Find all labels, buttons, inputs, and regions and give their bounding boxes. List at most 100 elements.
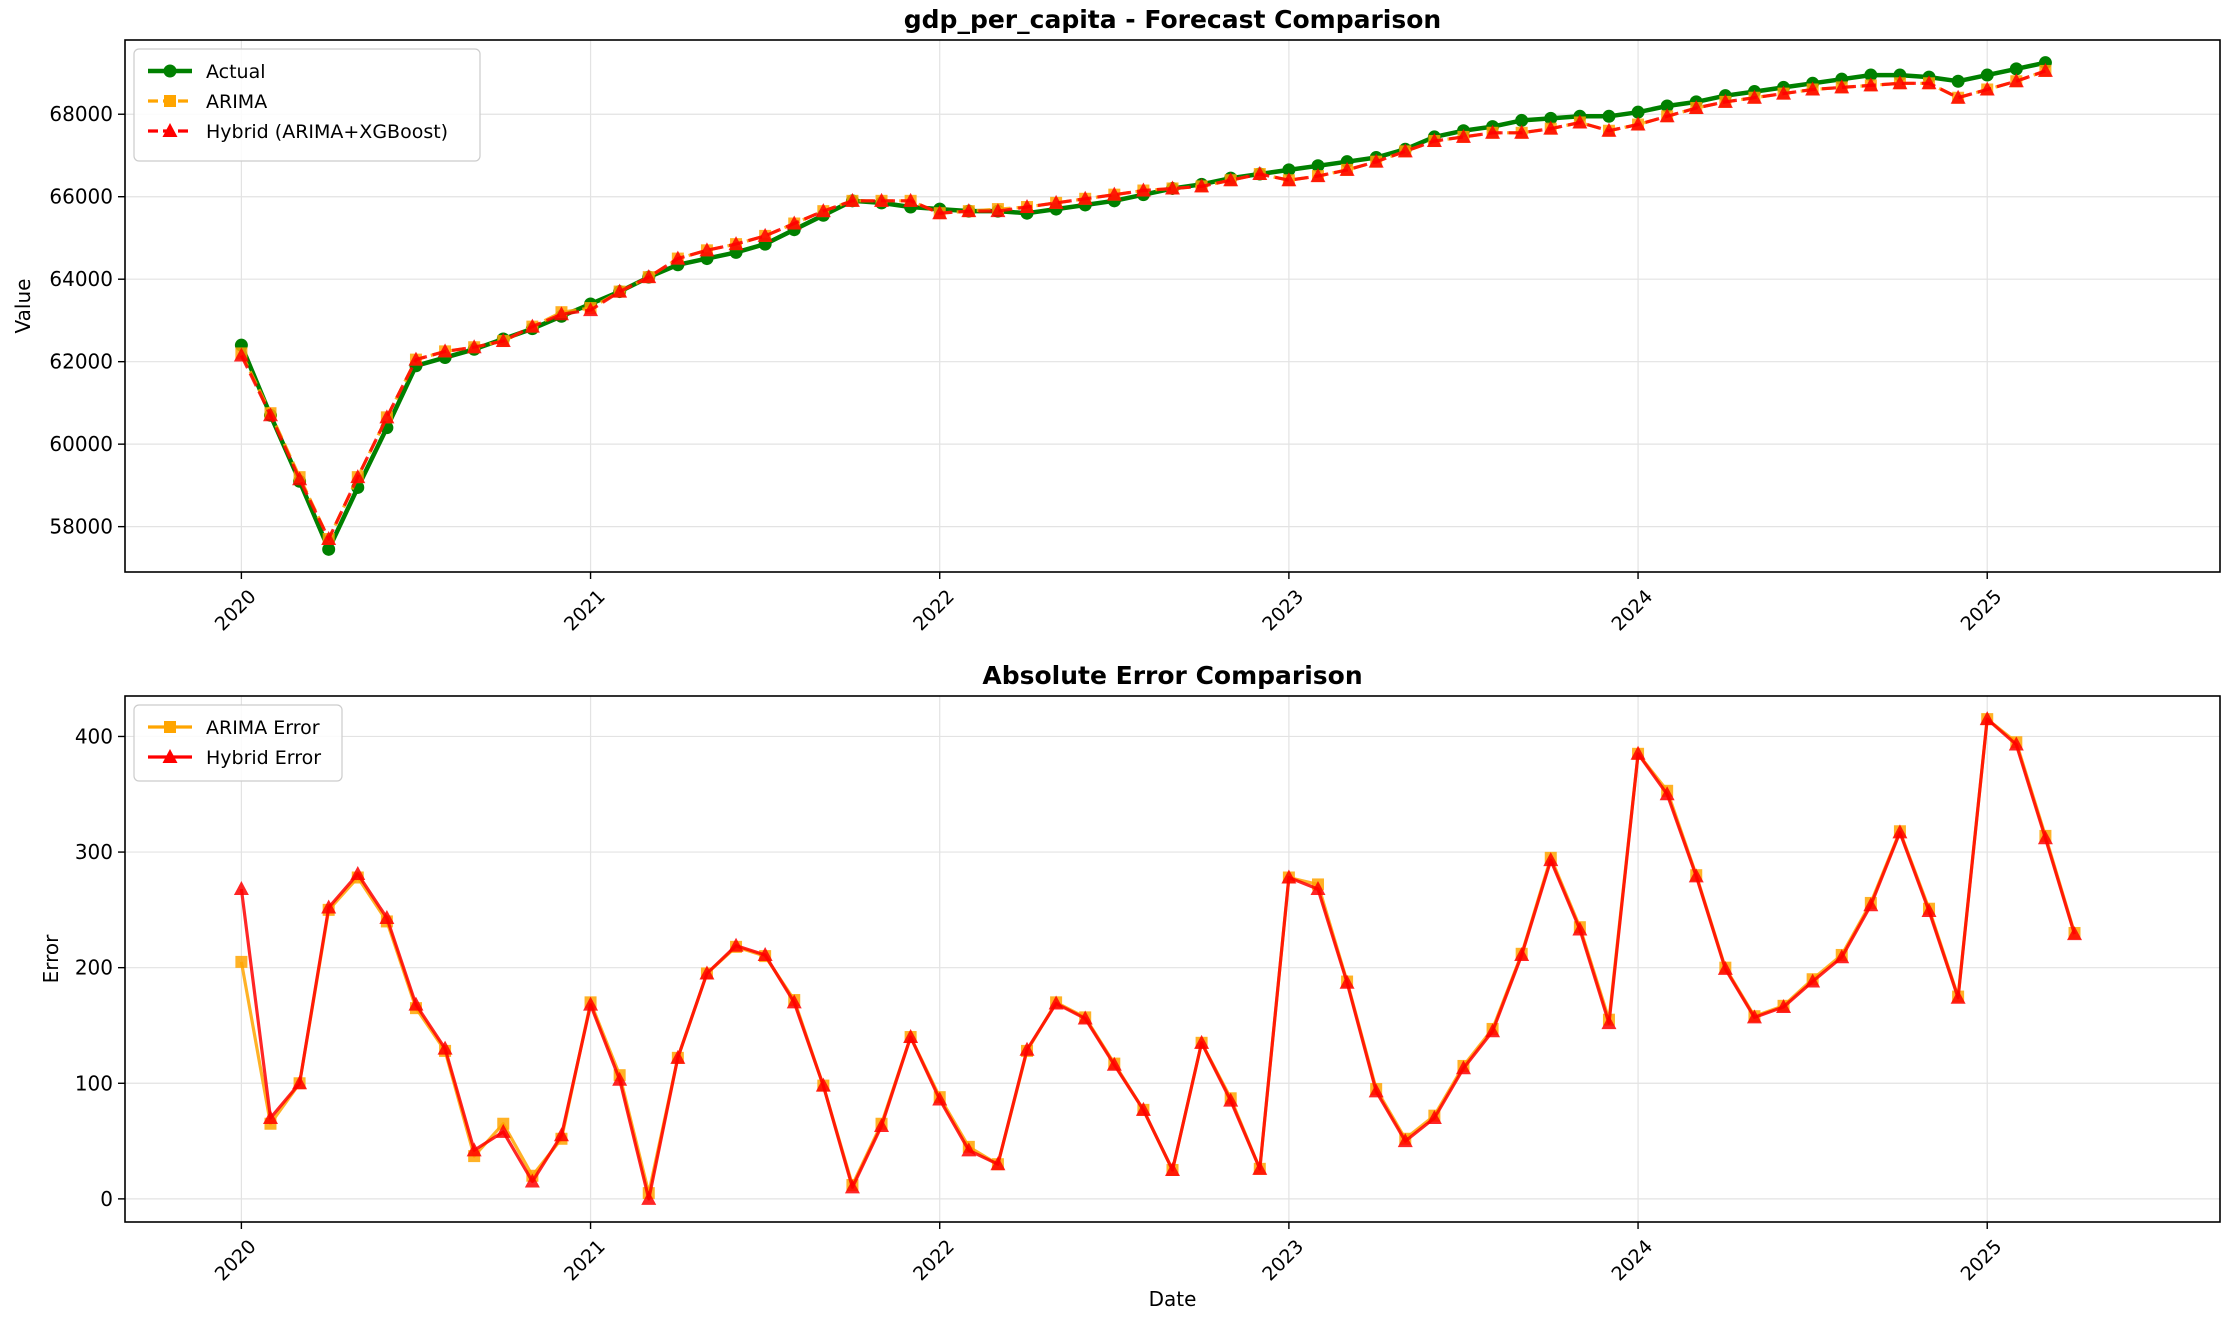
legend-marker xyxy=(162,749,178,763)
series-markers xyxy=(233,62,2053,546)
data-point xyxy=(1688,100,1704,115)
data-point xyxy=(1572,114,1588,129)
data-point xyxy=(1980,68,1994,82)
data-point xyxy=(1223,172,1239,187)
legend-entry: ARIMA xyxy=(148,91,267,113)
data-point xyxy=(1048,194,1064,209)
x-tick-label: 2021 xyxy=(560,586,610,636)
data-point xyxy=(641,269,657,284)
data-point xyxy=(1979,81,1995,96)
data-point xyxy=(1282,163,1296,177)
legend-marker xyxy=(164,721,176,733)
data-point xyxy=(1135,182,1151,197)
x-tick-label: 2020 xyxy=(211,1236,261,1286)
data-point xyxy=(1892,824,1908,839)
data-point xyxy=(1485,124,1501,139)
data-point xyxy=(641,1190,657,1205)
data-point xyxy=(1252,1160,1268,1175)
data-point xyxy=(262,407,278,422)
data-point xyxy=(786,215,802,230)
data-point xyxy=(262,1109,278,1124)
data-point xyxy=(1368,1083,1384,1098)
series-actual xyxy=(234,56,2052,556)
legend-entry: ARIMA Error xyxy=(148,717,320,739)
data-point xyxy=(1165,180,1180,195)
data-point xyxy=(844,1179,860,1194)
legend-label: Hybrid (ARIMA+XGBoost) xyxy=(206,121,448,143)
legend-entry: Hybrid Error xyxy=(148,747,321,769)
x-axis-label: Date xyxy=(1149,1287,1197,1311)
x-tick-label: 2022 xyxy=(909,586,959,636)
data-point xyxy=(350,469,366,484)
y-tick-label: 62000 xyxy=(49,350,113,374)
error-panel: 2020 2021 2022 2023 2024 2025 0 100 200 300 400 Abs… xyxy=(39,661,2221,1311)
series-markers xyxy=(235,713,2081,1200)
y-tick-label: 60000 xyxy=(49,432,113,456)
legend: Actual ARIMA Hybrid (ARIMA+XGBoost) xyxy=(133,48,481,162)
data-point xyxy=(1572,921,1588,936)
data-point xyxy=(961,203,977,218)
data-point xyxy=(1048,995,1064,1010)
data-point xyxy=(379,409,395,424)
data-point xyxy=(670,1049,686,1064)
data-point xyxy=(1543,852,1559,867)
data-point xyxy=(1950,89,1966,104)
data-point xyxy=(874,192,890,207)
legend-marker xyxy=(163,64,177,78)
data-point xyxy=(1310,168,1326,183)
series-line xyxy=(239,60,2046,552)
x-tick-label: 2023 xyxy=(1258,586,1308,636)
data-point xyxy=(844,192,860,207)
series-hybrid-arima-xgboost xyxy=(233,62,2053,546)
data-point xyxy=(1892,75,1908,90)
data-point xyxy=(1717,93,1733,108)
data-point xyxy=(235,955,248,968)
data-point xyxy=(699,242,715,257)
data-point xyxy=(1339,161,1355,176)
data-point xyxy=(1601,1015,1617,1030)
data-point xyxy=(1515,113,1529,127)
y-tick-label: 400 xyxy=(75,724,113,748)
data-point xyxy=(2037,62,2053,77)
x-tick-label: 2021 xyxy=(560,1236,610,1286)
data-point xyxy=(1659,108,1675,123)
data-point xyxy=(524,318,540,333)
data-point xyxy=(1776,998,1792,1013)
data-point xyxy=(903,192,919,207)
data-point xyxy=(1601,122,1617,137)
series-arima xyxy=(235,64,2052,546)
series-markers xyxy=(233,711,2083,1205)
data-point xyxy=(757,946,773,961)
data-point xyxy=(1746,89,1762,104)
data-point xyxy=(874,1118,890,1133)
series-line xyxy=(239,717,2077,1195)
data-point xyxy=(815,1077,831,1092)
axes-frame xyxy=(124,39,2221,573)
data-point xyxy=(1805,81,1821,96)
legend-label: ARIMA xyxy=(206,91,267,113)
data-point xyxy=(1950,989,1966,1004)
data-point xyxy=(350,866,366,881)
data-point xyxy=(1660,99,1674,113)
data-point xyxy=(292,1075,308,1090)
data-point xyxy=(1426,1109,1442,1124)
legend-label: Hybrid Error xyxy=(206,747,321,769)
data-point xyxy=(1426,133,1442,148)
data-point xyxy=(1979,711,1995,726)
axes-frame xyxy=(124,695,2221,1223)
data-point xyxy=(1281,869,1297,884)
data-point xyxy=(233,347,249,362)
data-point xyxy=(1863,897,1879,912)
data-point xyxy=(1805,973,1821,988)
data-point xyxy=(990,1156,1006,1171)
data-point xyxy=(1135,1101,1151,1116)
data-point xyxy=(379,909,395,924)
series-line xyxy=(239,69,2046,541)
data-point xyxy=(1543,120,1559,135)
data-point xyxy=(408,996,424,1011)
data-point xyxy=(1194,1034,1210,1049)
series-markers xyxy=(234,56,2052,556)
data-point xyxy=(437,343,453,358)
data-point xyxy=(1544,111,1558,125)
data-point xyxy=(2009,62,2023,76)
